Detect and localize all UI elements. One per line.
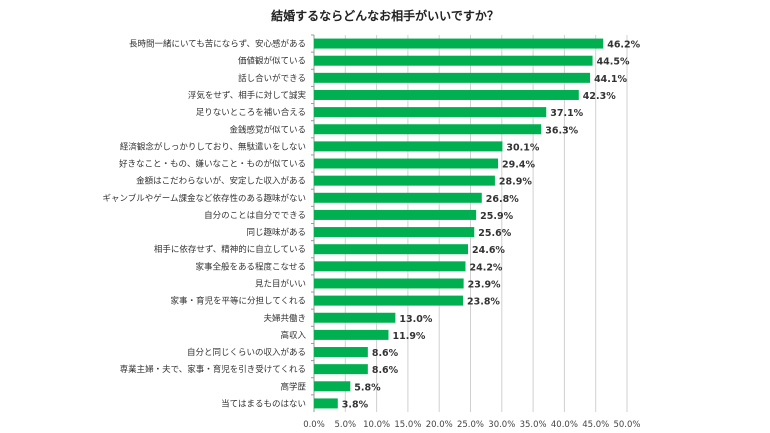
- bar: [314, 175, 495, 186]
- bar: [314, 192, 482, 203]
- value-label: 46.2%: [607, 40, 640, 51]
- bar: [314, 209, 477, 220]
- bar: [314, 278, 464, 289]
- value-label: 8.6%: [372, 365, 399, 376]
- bar: [314, 89, 579, 100]
- bar: [314, 158, 499, 169]
- category-label: 金銭感覚が似ている: [229, 124, 306, 135]
- category-label: 相手に依存せず、精神的に自立している: [154, 244, 306, 255]
- value-label: 44.1%: [594, 74, 627, 85]
- value-label: 23.8%: [467, 297, 500, 308]
- value-label: 44.5%: [597, 57, 630, 68]
- category-label: 金額はこだわらないが、安定した収入がある: [136, 176, 306, 187]
- value-label: 24.2%: [469, 262, 502, 273]
- bar: [314, 55, 593, 66]
- category-label: 見た目がいい: [255, 278, 306, 289]
- bar: [314, 38, 604, 49]
- x-tick-label: 20.0%: [426, 420, 453, 430]
- bar: [314, 72, 591, 83]
- value-label: 8.6%: [372, 348, 399, 359]
- category-label: 家事・育児を平等に分担してくれる: [171, 296, 307, 307]
- category-label: 好きなこと・もの、嫌いなこと・ものが似ている: [119, 159, 306, 170]
- x-tick-label: 50.0%: [613, 420, 640, 430]
- category-label: 当てはまるものはない: [221, 398, 306, 409]
- category-label: 経済観念がしっかりしており、無駄遣いをしない: [120, 141, 306, 152]
- bar: [314, 381, 351, 392]
- category-label: 夫婦共働き: [263, 313, 306, 324]
- bar: [314, 227, 475, 238]
- category-label: 自分と同じくらいの収入がある: [187, 347, 306, 358]
- x-tick-label: 25.0%: [457, 420, 484, 430]
- category-label: ギャンブルやゲーム課金など依存性のある趣味がない: [103, 193, 307, 204]
- category-label: 足りないところを補い合える: [196, 107, 306, 118]
- category-label: 長時間一緒にいても苦にならず、安心感がある: [129, 39, 306, 50]
- x-tick-label: 5.0%: [334, 420, 356, 430]
- value-label: 3.8%: [342, 399, 369, 410]
- value-label: 25.6%: [478, 228, 511, 239]
- x-tick-label: 30.0%: [488, 420, 515, 430]
- bar: [314, 347, 368, 358]
- x-tick-label: 40.0%: [551, 420, 578, 430]
- bar: [314, 398, 338, 409]
- value-label: 36.3%: [545, 125, 578, 136]
- value-label: 26.8%: [486, 194, 519, 205]
- category-label: 高学歴: [280, 381, 306, 392]
- bar: [314, 329, 389, 340]
- category-label: 専業主婦・夫で、家事・育児を引き受けてくれる: [120, 364, 306, 375]
- bar: [314, 107, 547, 118]
- x-tick-label: 35.0%: [520, 420, 547, 430]
- category-label: 高収入: [280, 330, 306, 341]
- bar: [314, 261, 466, 272]
- value-label: 13.0%: [399, 314, 432, 325]
- chart-title: 結婚するならどんなお相手がいいですか？: [271, 8, 499, 23]
- value-label: 28.9%: [499, 177, 532, 188]
- category-label: 価値観が似ている: [238, 56, 306, 67]
- bar: [314, 295, 463, 306]
- value-label: 37.1%: [550, 108, 583, 119]
- bar: [314, 312, 396, 323]
- value-label: 29.4%: [502, 160, 535, 171]
- x-tick-label: 0.0%: [303, 420, 325, 430]
- category-label: 浮気をせず、相手に対して誠実: [188, 90, 307, 101]
- value-label: 25.9%: [480, 211, 513, 222]
- value-label: 30.1%: [506, 142, 539, 153]
- value-label: 5.8%: [354, 382, 381, 393]
- category-label: 家事全般をある程度こなせる: [195, 261, 306, 272]
- x-tick-label: 10.0%: [363, 420, 390, 430]
- x-tick-label: 15.0%: [394, 420, 421, 430]
- bar: [314, 364, 368, 375]
- value-label: 42.3%: [583, 91, 616, 102]
- value-label: 24.6%: [472, 245, 505, 256]
- value-label: 23.9%: [468, 279, 501, 290]
- bar: [314, 141, 503, 152]
- bar: [314, 244, 468, 255]
- category-label: 話し合いができる: [238, 73, 306, 84]
- x-tick-label: 45.0%: [582, 420, 609, 430]
- value-label: 11.9%: [392, 331, 425, 342]
- category-label: 同じ趣味がある: [246, 227, 306, 238]
- category-label: 自分のことは自分でできる: [204, 210, 306, 221]
- bar: [314, 124, 542, 135]
